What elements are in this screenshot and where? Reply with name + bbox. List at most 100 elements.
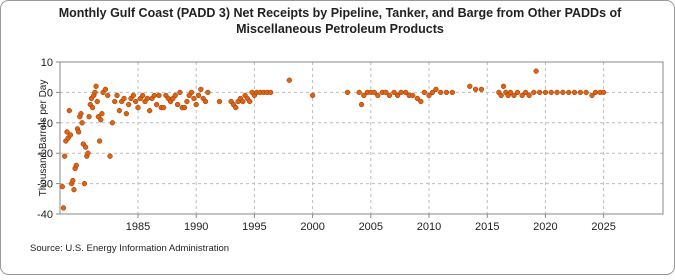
data-point — [146, 107, 153, 114]
data-point — [75, 129, 82, 135]
y-axis-label: Thousand Barrels per Day — [38, 80, 49, 197]
y-tick-label: -20 — [37, 148, 53, 160]
data-point — [205, 89, 211, 96]
x-tick-label: 2025 — [591, 221, 615, 233]
x-tick-label: 2010 — [417, 221, 441, 233]
data-point — [443, 89, 450, 96]
data-point — [93, 83, 99, 89]
data-point — [449, 89, 455, 96]
data-point — [126, 101, 132, 108]
data-point — [60, 205, 67, 211]
data-point — [286, 77, 292, 83]
data-point — [181, 104, 188, 111]
data-point — [82, 144, 89, 150]
data-point — [344, 89, 351, 96]
data-point — [247, 98, 253, 105]
y-tick-label: 0 — [47, 87, 53, 99]
data-point — [216, 98, 223, 105]
x-tick-label: 2000 — [300, 221, 324, 233]
data-point — [577, 89, 583, 96]
x-tick-label: 1995 — [242, 221, 266, 233]
data-point — [531, 89, 537, 96]
data-point — [130, 92, 136, 99]
plot-frame — [59, 61, 664, 215]
data-point — [67, 132, 74, 138]
data-point — [116, 107, 123, 114]
data-point — [414, 95, 421, 102]
data-point — [202, 98, 209, 105]
data-point — [191, 95, 197, 102]
data-point — [375, 92, 381, 99]
data-point — [500, 83, 507, 89]
data-point — [583, 89, 589, 96]
data-point — [519, 92, 525, 99]
data-point — [79, 120, 85, 126]
data-point — [438, 89, 444, 96]
data-point — [356, 89, 362, 96]
data-point — [507, 89, 514, 96]
data-point — [86, 114, 92, 120]
data-point — [433, 86, 439, 93]
data-point — [426, 92, 432, 99]
data-point — [73, 162, 79, 169]
data-point — [62, 153, 68, 159]
data-point — [398, 89, 404, 96]
data-point — [144, 95, 150, 102]
data-point — [92, 89, 98, 96]
data-point — [478, 86, 485, 93]
y-tick-label: -10 — [37, 118, 53, 130]
data-point — [123, 111, 130, 117]
data-point — [160, 104, 167, 111]
data-point — [94, 98, 100, 105]
data-point — [153, 101, 160, 108]
data-point — [198, 86, 204, 93]
data-point — [472, 86, 479, 93]
data-point — [66, 107, 72, 114]
data-point — [386, 92, 393, 99]
data-point — [418, 98, 424, 105]
data-point — [391, 89, 397, 96]
data-point — [511, 92, 517, 99]
data-point — [522, 89, 529, 96]
data-point — [498, 92, 504, 99]
data-point — [133, 98, 139, 105]
data-point — [121, 95, 127, 102]
data-point — [514, 89, 521, 96]
data-point — [105, 92, 111, 99]
data-point — [135, 104, 141, 111]
data-point — [403, 89, 409, 96]
data-point — [114, 92, 120, 99]
data-point — [410, 92, 416, 99]
data-point — [177, 89, 183, 96]
data-point — [71, 187, 77, 193]
data-point — [371, 89, 377, 96]
marks — [59, 68, 607, 211]
data-point — [592, 89, 599, 96]
data-point — [99, 111, 105, 117]
x-tick-label: 2005 — [359, 221, 383, 233]
data-point — [600, 89, 607, 96]
data-point — [140, 92, 146, 99]
data-point — [429, 89, 436, 96]
data-point — [548, 89, 554, 96]
data-point — [421, 89, 428, 96]
x-tick-label: 2015 — [475, 221, 499, 233]
data-point — [188, 89, 195, 96]
x-tick-label: 1985 — [126, 221, 150, 233]
data-point — [89, 104, 96, 111]
data-point — [59, 183, 65, 190]
data-point — [112, 98, 118, 105]
data-point — [156, 92, 162, 99]
data-point — [172, 92, 178, 99]
data-point — [78, 111, 84, 117]
data-point — [233, 104, 239, 111]
data-point — [560, 89, 566, 96]
data-point — [533, 68, 539, 74]
data-point — [174, 101, 181, 108]
data-point — [383, 89, 389, 96]
data-point — [64, 129, 70, 135]
y-tick-label: -40 — [37, 209, 53, 221]
data-point — [98, 117, 104, 123]
chart-title: Miscellaneous Petroleum Products — [236, 22, 444, 36]
